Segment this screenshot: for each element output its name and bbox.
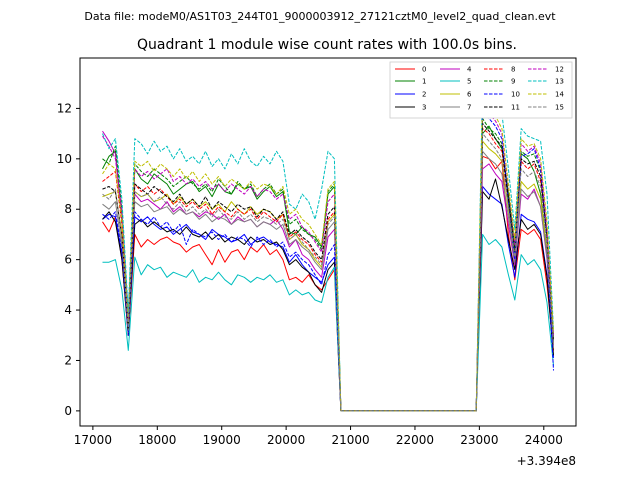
series-line-15 bbox=[102, 133, 554, 412]
x-tick-label: 22000 bbox=[396, 433, 434, 447]
legend-label-8: 8 bbox=[511, 66, 515, 74]
legend-label-7: 7 bbox=[467, 104, 471, 112]
x-axis-offset-label: +3.394e8 bbox=[517, 454, 576, 468]
x-tick-label: 23000 bbox=[460, 433, 498, 447]
legend-label-1: 1 bbox=[422, 78, 426, 86]
x-tick-label: 20000 bbox=[267, 433, 305, 447]
x-tick-label: 18000 bbox=[138, 433, 176, 447]
y-tick-label: 0 bbox=[64, 404, 72, 418]
legend-label-5: 5 bbox=[467, 78, 471, 86]
legend-box bbox=[389, 61, 573, 119]
legend-label-13: 13 bbox=[555, 78, 564, 86]
legend-label-9: 9 bbox=[511, 78, 515, 86]
chart-title: Quadrant 1 module wise count rates with … bbox=[137, 37, 517, 53]
axes-background bbox=[80, 58, 576, 426]
x-tick-label: 24000 bbox=[525, 433, 563, 447]
series-line-5 bbox=[102, 233, 554, 412]
y-tick-label: 12 bbox=[57, 101, 72, 115]
y-tick-label: 4 bbox=[64, 303, 72, 317]
plot-area: 17000 18000 19000 20000 21000 22000 23000 24000… bbox=[57, 57, 577, 468]
axes-frame bbox=[79, 57, 577, 427]
x-tick-label: 19000 bbox=[203, 433, 241, 447]
y-tick-label: 2 bbox=[64, 353, 72, 367]
figure-suptitle: Data file: modeM0/AS1T03_244T01_90000039… bbox=[84, 10, 556, 23]
legend-label-15: 15 bbox=[555, 104, 564, 112]
x-axis: 17000 18000 19000 20000 21000 22000 23000 24000 bbox=[74, 426, 563, 447]
y-tick-label: 8 bbox=[64, 202, 72, 216]
legend-label-4: 4 bbox=[467, 66, 472, 74]
y-tick-label: 6 bbox=[64, 253, 72, 267]
legend-label-10: 10 bbox=[511, 91, 520, 99]
legend-label-6: 6 bbox=[467, 91, 472, 99]
legend-label-3: 3 bbox=[422, 104, 426, 112]
legend-label-11: 11 bbox=[511, 104, 520, 112]
series-layer bbox=[102, 77, 554, 412]
legend-label-0: 0 bbox=[422, 66, 426, 74]
x-tick-label: 17000 bbox=[74, 433, 112, 447]
y-axis: 0 2 4 6 8 10 12 bbox=[57, 101, 80, 418]
legend-label-12: 12 bbox=[555, 66, 564, 74]
x-tick-label: 21000 bbox=[331, 433, 369, 447]
series-line-8 bbox=[102, 128, 554, 412]
y-tick-label: 10 bbox=[57, 152, 72, 166]
legend-label-2: 2 bbox=[422, 91, 426, 99]
legend-label-14: 14 bbox=[555, 91, 564, 99]
